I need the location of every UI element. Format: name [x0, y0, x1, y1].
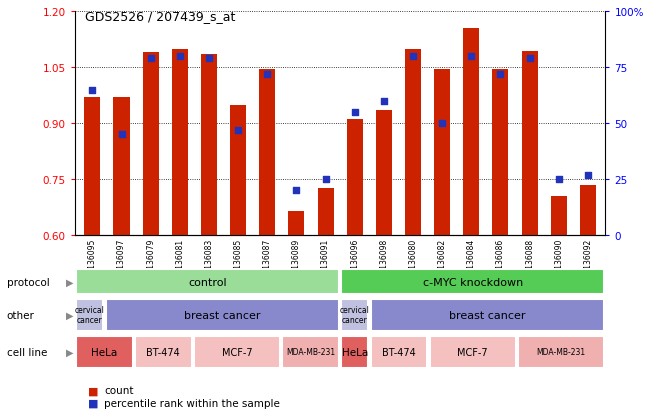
Text: ▶: ▶: [66, 277, 74, 287]
Bar: [113, 98, 130, 235]
Point: [204, 56, 214, 62]
Point: [379, 98, 389, 105]
Bar: [430, 336, 516, 368]
Text: MCF-7: MCF-7: [458, 347, 488, 357]
Point: [174, 54, 185, 60]
Text: MCF-7: MCF-7: [222, 347, 253, 357]
Bar: [347, 120, 363, 235]
Text: HeLa: HeLa: [91, 347, 117, 357]
Bar: [76, 299, 103, 331]
Point: [583, 172, 593, 178]
Point: [408, 54, 418, 60]
Point: [350, 109, 360, 116]
Point: [525, 56, 535, 62]
Point: [466, 54, 477, 60]
Text: cervical
cancer: cervical cancer: [75, 305, 105, 325]
Bar: [405, 50, 421, 235]
Text: protocol: protocol: [7, 277, 49, 287]
Point: [233, 127, 243, 134]
Text: BT-474: BT-474: [146, 347, 180, 357]
Bar: [580, 185, 596, 235]
Bar: [288, 211, 305, 235]
Bar: [76, 336, 133, 368]
Text: HeLa: HeLa: [342, 347, 368, 357]
Bar: [194, 336, 280, 368]
Bar: [85, 98, 100, 235]
Text: c-MYC knockdown: c-MYC knockdown: [422, 277, 523, 287]
Point: [145, 56, 156, 62]
Bar: [521, 52, 538, 235]
Text: MDA-MB-231: MDA-MB-231: [536, 348, 586, 356]
Text: count: count: [104, 385, 133, 395]
Point: [87, 87, 98, 94]
Bar: [376, 111, 392, 235]
Bar: [518, 336, 604, 368]
Text: ■: ■: [88, 385, 98, 395]
Bar: [172, 50, 188, 235]
Bar: [371, 336, 428, 368]
Bar: [201, 55, 217, 235]
Bar: [341, 299, 368, 331]
Point: [320, 176, 331, 183]
Bar: [259, 70, 275, 235]
Text: ■: ■: [88, 398, 98, 408]
Text: breast cancer: breast cancer: [449, 310, 526, 320]
Text: GDS2526 / 207439_s_at: GDS2526 / 207439_s_at: [85, 10, 235, 23]
Point: [437, 121, 447, 127]
Point: [495, 71, 506, 78]
Text: cervical
cancer: cervical cancer: [340, 305, 370, 325]
Text: BT-474: BT-474: [382, 347, 416, 357]
Text: ▶: ▶: [66, 310, 74, 320]
Point: [291, 188, 301, 194]
Bar: [105, 299, 339, 331]
Text: cell line: cell line: [7, 347, 47, 357]
Text: control: control: [188, 277, 227, 287]
Bar: [551, 197, 567, 235]
Bar: [135, 336, 191, 368]
Bar: [76, 270, 339, 294]
Bar: [318, 189, 333, 235]
Text: ▶: ▶: [66, 347, 74, 357]
Bar: [143, 53, 159, 235]
Text: breast cancer: breast cancer: [184, 310, 260, 320]
Bar: [341, 270, 604, 294]
Bar: [283, 336, 339, 368]
Point: [553, 176, 564, 183]
Point: [117, 132, 127, 138]
Bar: [341, 336, 368, 368]
Text: percentile rank within the sample: percentile rank within the sample: [104, 398, 280, 408]
Bar: [464, 29, 479, 235]
Point: [262, 71, 273, 78]
Text: other: other: [7, 310, 35, 320]
Bar: [434, 70, 450, 235]
Text: MDA-MB-231: MDA-MB-231: [286, 348, 335, 356]
Bar: [230, 105, 246, 235]
Bar: [492, 70, 508, 235]
Bar: [371, 299, 604, 331]
